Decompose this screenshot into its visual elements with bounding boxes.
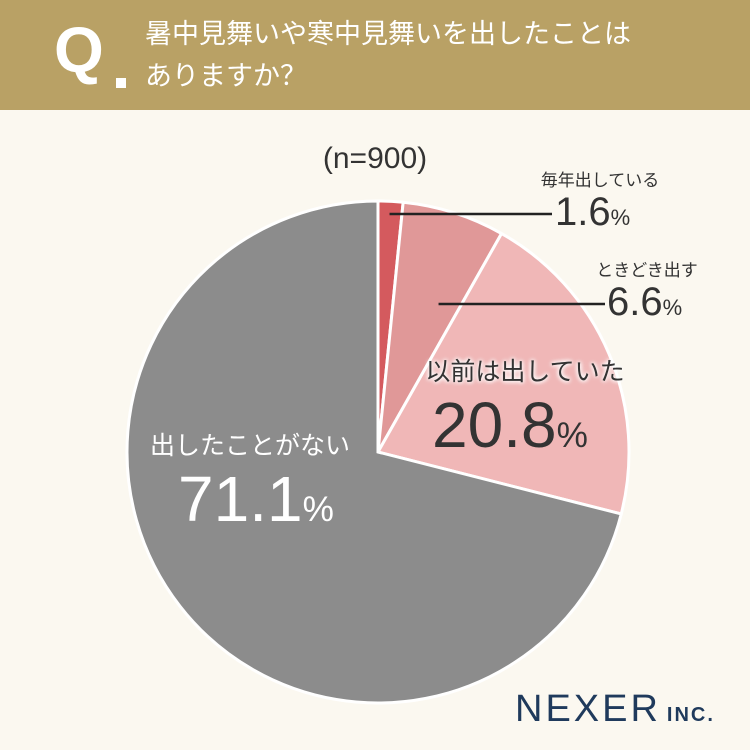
value-never-number: 71.1 xyxy=(178,463,303,535)
label-sometimes: ときどき出す xyxy=(582,256,712,281)
question-mark-dot xyxy=(116,78,126,88)
value-every-year: 1.6% xyxy=(555,190,630,235)
value-sometimes: 6.6% xyxy=(607,280,682,325)
label-every-year: 毎年出している xyxy=(520,166,680,191)
logo-name: NEXER xyxy=(515,688,661,730)
value-before-number: 20.8 xyxy=(432,389,557,461)
question-text-line2: ありますか？ xyxy=(145,61,307,92)
slice-never xyxy=(125,199,624,705)
label-before: 以前は出していた xyxy=(425,357,625,386)
value-never-unit: % xyxy=(302,490,334,529)
label-every-year-category: 毎年出している xyxy=(540,171,660,191)
question-text-line1: 暑中見舞いや寒中見舞いを出したことは xyxy=(145,19,631,50)
question-header: Q 暑中見舞いや寒中見舞いを出したことは ありますか？ xyxy=(0,0,750,110)
value-before-unit: % xyxy=(556,416,588,455)
value-every-year-number: 1.6 xyxy=(555,190,611,234)
label-sometimes-category: ときどき出す xyxy=(596,261,698,281)
logo-suffix: INC. xyxy=(666,704,715,726)
value-before: 20.8% xyxy=(432,388,588,462)
value-every-year-unit: % xyxy=(610,205,631,230)
question-mark: Q xyxy=(54,14,104,86)
label-never: 出したことがない xyxy=(149,431,350,460)
value-never: 71.1% xyxy=(178,462,334,536)
question-text: 暑中見舞いや寒中見舞いを出したことは ありますか？ xyxy=(145,14,735,98)
value-sometimes-number: 6.6 xyxy=(607,280,663,324)
nexer-logo: NEXER INC. xyxy=(515,690,715,728)
sample-size-label: (n=900) xyxy=(322,142,428,175)
value-sometimes-unit: % xyxy=(662,295,683,320)
